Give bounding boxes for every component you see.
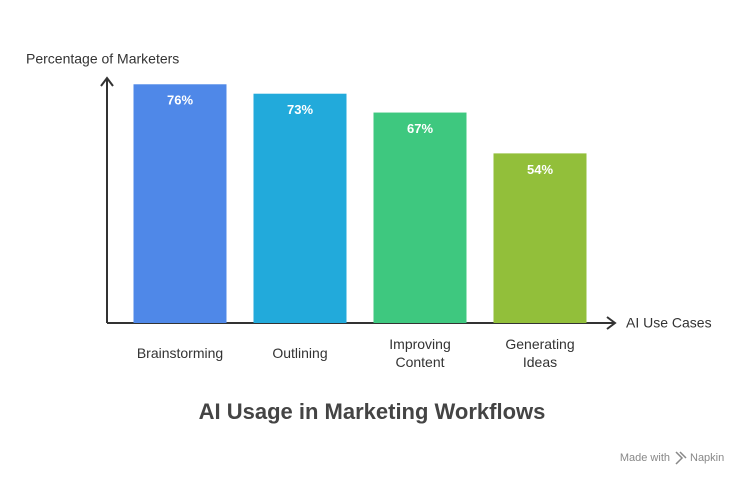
x-tick-label-box: Improving Content <box>389 336 451 370</box>
x-tick-label-box: Generating Ideas <box>505 336 575 370</box>
footer-prefix: Made with <box>620 452 670 464</box>
x-tick-label: Outlining <box>272 345 328 361</box>
bar <box>253 93 347 323</box>
y-axis <box>100 76 114 323</box>
x-tick-label: Improving Content <box>389 336 451 370</box>
x-tick-label-box: Outlining <box>272 345 328 361</box>
bar <box>373 112 467 323</box>
value-label: 76% <box>167 93 193 108</box>
footer-brand: Napkin <box>690 452 724 464</box>
chart-title: AI Usage in Marketing Workflows <box>199 399 546 424</box>
value-label: 73% <box>287 102 313 117</box>
bar <box>493 153 587 323</box>
value-label: 67% <box>407 121 433 136</box>
x-tick-label: Generating Ideas <box>505 336 575 370</box>
bar <box>133 84 227 324</box>
value-label: 54% <box>527 162 553 177</box>
x-tick-label-box: Brainstorming <box>136 345 224 361</box>
x-tick-label: Brainstorming <box>136 345 224 361</box>
y-axis-label: Percentage of Marketers <box>26 51 179 67</box>
x-axis-label: AI Use Cases <box>626 315 712 331</box>
napkin-logo <box>675 451 687 465</box>
